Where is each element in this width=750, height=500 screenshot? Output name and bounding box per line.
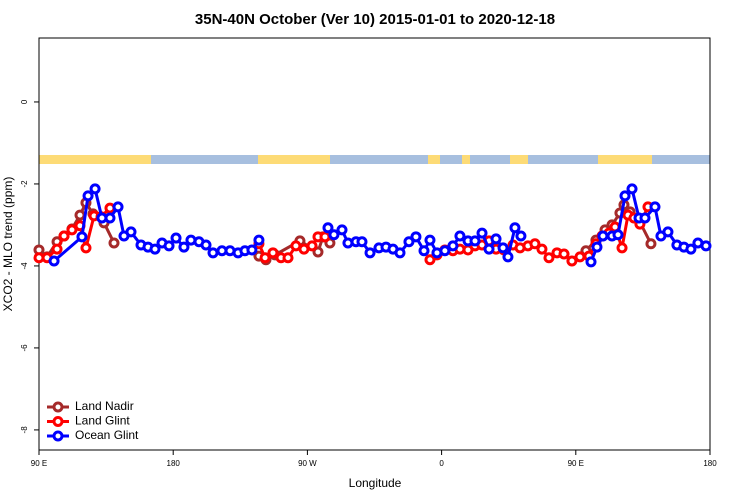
point [700,240,712,252]
point [509,222,521,234]
point [591,241,603,253]
point [574,251,586,263]
point [207,247,219,259]
legend-label: Land Glint [75,414,130,428]
point [483,243,495,255]
point [282,252,294,264]
y-axis-title: XCO2 - MLO trend (ppm) [1,177,15,312]
point [424,254,436,266]
legend-marker [52,401,64,413]
land-ocean-strip [39,155,710,164]
point [394,247,406,259]
point [312,246,324,258]
x-axis-title: Longitude [349,476,402,490]
y-tick-label: -2 [20,180,29,188]
point [469,235,481,247]
point [104,212,116,224]
point [82,190,94,202]
point [200,239,212,251]
point [476,227,488,239]
legend-marker [52,430,64,442]
x-tick-label: 90 E [31,459,47,468]
point [51,243,63,255]
point [336,224,348,236]
point [439,245,451,257]
legend-label: Land Nadir [75,399,134,413]
chart-title: 35N-40N October (Ver 10) 2015-01-01 to 2… [195,11,555,28]
x-tick-label: 180 [703,459,717,468]
point [89,183,101,195]
y-tick-label: 0 [20,99,29,104]
x-tick-label: 180 [167,459,181,468]
point [410,231,422,243]
point [597,230,609,242]
legend-item: Land Glint [47,414,130,428]
point [619,190,631,202]
x-tick-label: 90 W [298,459,317,468]
point [558,248,570,260]
point [585,256,597,268]
point [76,231,88,243]
point [328,229,340,241]
point [649,201,661,213]
point [645,238,657,250]
point [58,230,70,242]
point [424,234,436,246]
point [112,201,124,213]
point [108,237,120,249]
legend-label: Ocean Glint [75,428,139,442]
point [322,222,334,234]
x-tick-label: 90 E [568,459,584,468]
point [319,231,331,243]
point [253,234,265,246]
point [356,236,368,248]
point [364,247,376,259]
point [259,252,271,264]
point [149,243,161,255]
point [497,242,509,254]
point [66,224,78,236]
point [170,232,182,244]
x-tick-label: 0 [439,459,444,468]
point [48,255,60,267]
point [403,236,415,248]
point [490,233,502,245]
point [529,238,541,250]
point [80,242,92,254]
point [502,251,514,263]
point [454,230,466,242]
point [306,240,318,252]
point [536,243,548,255]
point [246,244,258,256]
y-tick-label: -6 [20,344,29,352]
legend-marker [52,416,64,427]
point [163,240,175,252]
point [685,243,697,255]
point [267,247,279,259]
point [125,226,137,238]
point [418,245,430,257]
series [48,183,712,268]
point [616,242,628,254]
point [515,230,527,242]
y-tick-label: -4 [20,262,29,270]
point [74,209,86,221]
point [612,229,624,241]
legend-item: Land Nadir [47,399,134,413]
point [639,212,651,224]
point [662,226,674,238]
point [178,241,190,253]
point [543,252,555,264]
point [447,240,459,252]
point [626,183,638,195]
legend-item: Ocean Glint [47,428,139,442]
y-tick-label: -8 [20,426,29,434]
point [566,255,578,267]
